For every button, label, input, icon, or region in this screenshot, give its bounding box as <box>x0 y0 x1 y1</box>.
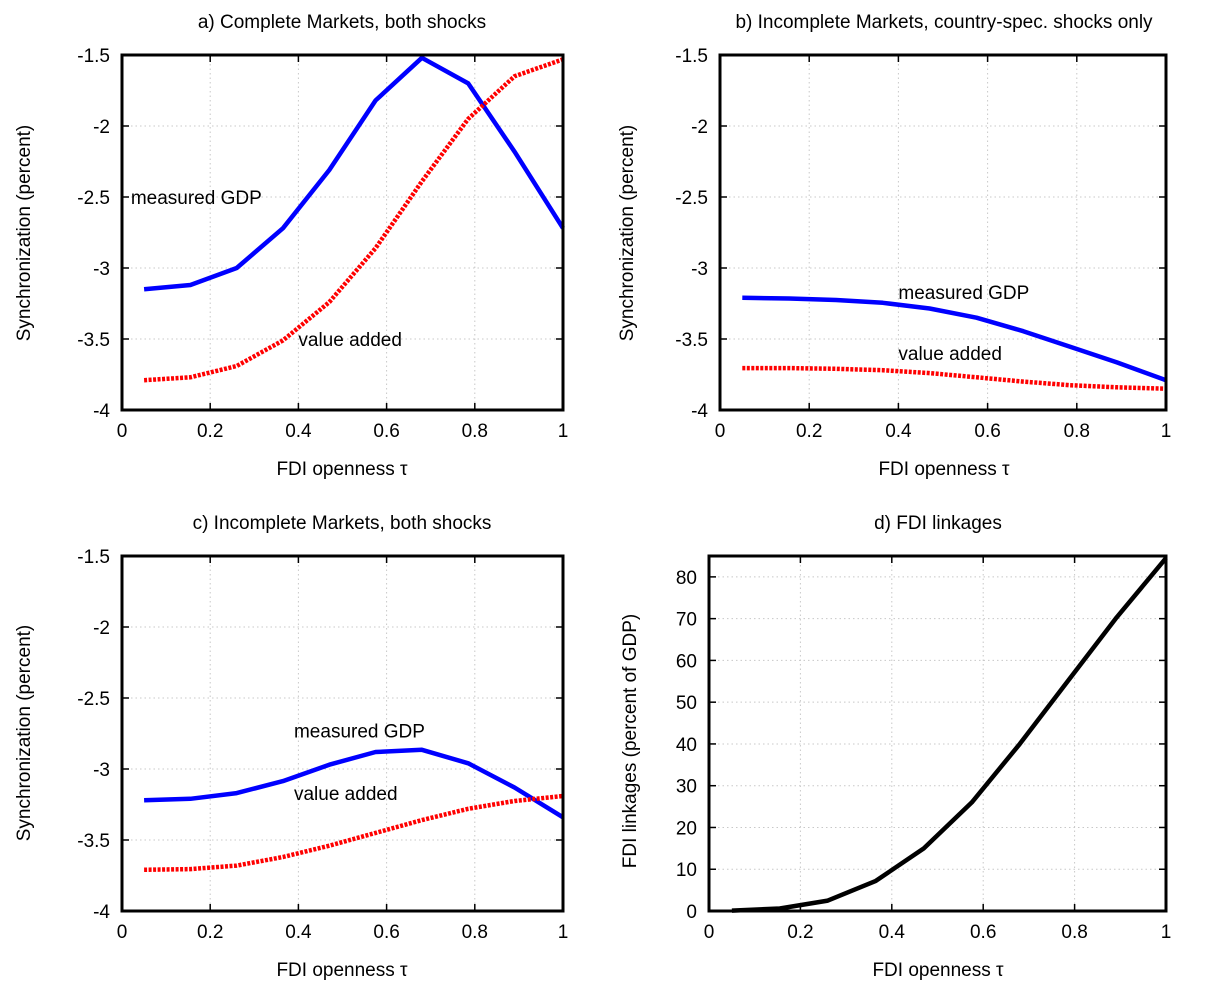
x-tick-label: 0.8 <box>462 421 488 442</box>
y-tick-label: -2 <box>93 117 110 138</box>
panel-b: b) Incomplete Markets, country-spec. sho… <box>617 12 1171 480</box>
x-tick-label: 0.2 <box>796 421 822 442</box>
x-tick-label: 0.6 <box>970 922 996 943</box>
y-tick-label: 70 <box>676 610 697 631</box>
x-tick-label: 0.4 <box>879 922 906 943</box>
y-tick-label: -2 <box>93 618 110 639</box>
y-tick-label: -3 <box>93 259 110 280</box>
x-tick-label: 0.4 <box>885 421 912 442</box>
series-annotation: measured GDP <box>131 188 262 209</box>
y-tick-label: 20 <box>676 818 697 839</box>
y-tick-label: -4 <box>691 401 708 422</box>
y-tick-label: -2 <box>691 117 708 138</box>
y-axis-label: FDI linkages (percent of GDP) <box>620 614 641 868</box>
panel-title: c) Incomplete Markets, both shocks <box>193 513 492 534</box>
x-axis-label: FDI openness τ <box>872 960 1004 981</box>
y-axis-label: Synchronization (percent) <box>617 125 638 342</box>
series-line-fdi-linkages <box>731 556 1168 913</box>
x-tick-label: 0 <box>117 421 128 442</box>
series-annotation: value added <box>898 344 1002 365</box>
x-axis-label: FDI openness τ <box>878 459 1010 480</box>
series-line-value-added <box>143 57 564 383</box>
plot-frame <box>120 554 565 913</box>
x-tick-label: 0.2 <box>197 922 223 943</box>
series-annotation: value added <box>294 784 398 805</box>
y-tick-label: -3.5 <box>77 831 110 852</box>
x-tick-label: 0.8 <box>1061 922 1087 943</box>
x-tick-label: 0.4 <box>285 421 312 442</box>
y-axis-label: Synchronization (percent) <box>14 125 35 342</box>
x-tick-label: 1 <box>1161 922 1172 943</box>
x-tick-label: 1 <box>558 922 569 943</box>
y-tick-label: 10 <box>676 860 697 881</box>
panel-title: b) Incomplete Markets, country-spec. sho… <box>735 12 1153 33</box>
y-tick-label: -2.5 <box>77 188 110 209</box>
y-tick-label: 50 <box>676 693 697 714</box>
y-tick-label: 30 <box>676 777 697 798</box>
y-tick-label: -4 <box>93 902 110 923</box>
x-tick-label: 1 <box>1161 421 1172 442</box>
x-tick-label: 0 <box>117 922 128 943</box>
y-tick-label: -1.5 <box>675 46 708 67</box>
y-tick-label: 40 <box>676 735 697 756</box>
series-annotation: measured GDP <box>898 283 1029 304</box>
series-annotation: value added <box>298 330 402 351</box>
x-tick-label: 0 <box>704 922 715 943</box>
y-tick-label: 0 <box>686 902 697 923</box>
panel-d: d) FDI linkages FDI openness τ FDI linka… <box>620 513 1171 981</box>
series-line-measured-gdp <box>742 295 1167 383</box>
x-tick-label: 0.2 <box>787 922 813 943</box>
y-tick-label: -3 <box>691 259 708 280</box>
x-tick-label: 0.6 <box>974 421 1000 442</box>
x-tick-label: 0.6 <box>373 922 399 943</box>
x-tick-label: 0.8 <box>1064 421 1090 442</box>
series-line-value-added <box>742 365 1167 391</box>
series-line-measured-gdp <box>144 747 565 820</box>
series-annotation: measured GDP <box>294 722 425 743</box>
x-tick-label: 0.8 <box>462 922 488 943</box>
y-tick-label: -3 <box>93 760 110 781</box>
y-tick-label: -3.5 <box>77 330 110 351</box>
panel-title: d) FDI linkages <box>874 513 1002 534</box>
series-line-measured-gdp <box>143 55 565 292</box>
plot-frame <box>120 53 565 412</box>
y-tick-label: -2.5 <box>675 188 708 209</box>
x-tick-label: 0.4 <box>285 922 312 943</box>
y-tick-label: -4 <box>93 401 110 422</box>
y-tick-label: 80 <box>676 568 697 589</box>
series-line-value-added <box>144 793 564 873</box>
panel-c: c) Incomplete Markets, both shocks FDI o… <box>14 513 568 981</box>
y-tick-label: -1.5 <box>77 46 110 67</box>
y-tick-label: -2.5 <box>77 689 110 710</box>
x-tick-label: 0 <box>715 421 726 442</box>
panel-a: a) Complete Markets, both shocks FDI ope… <box>14 12 568 480</box>
x-tick-label: 0.6 <box>373 421 399 442</box>
y-tick-label: -1.5 <box>77 547 110 568</box>
x-axis-label: FDI openness τ <box>276 459 408 480</box>
y-tick-label: -3.5 <box>675 330 708 351</box>
y-tick-label: 60 <box>676 651 697 672</box>
x-tick-label: 1 <box>558 421 569 442</box>
plot-frame <box>707 554 1168 913</box>
x-tick-label: 0.2 <box>197 421 223 442</box>
y-axis-label: Synchronization (percent) <box>14 625 35 842</box>
x-axis-label: FDI openness τ <box>276 960 408 981</box>
panel-title: a) Complete Markets, both shocks <box>198 12 486 33</box>
plot-frame <box>718 53 1168 412</box>
